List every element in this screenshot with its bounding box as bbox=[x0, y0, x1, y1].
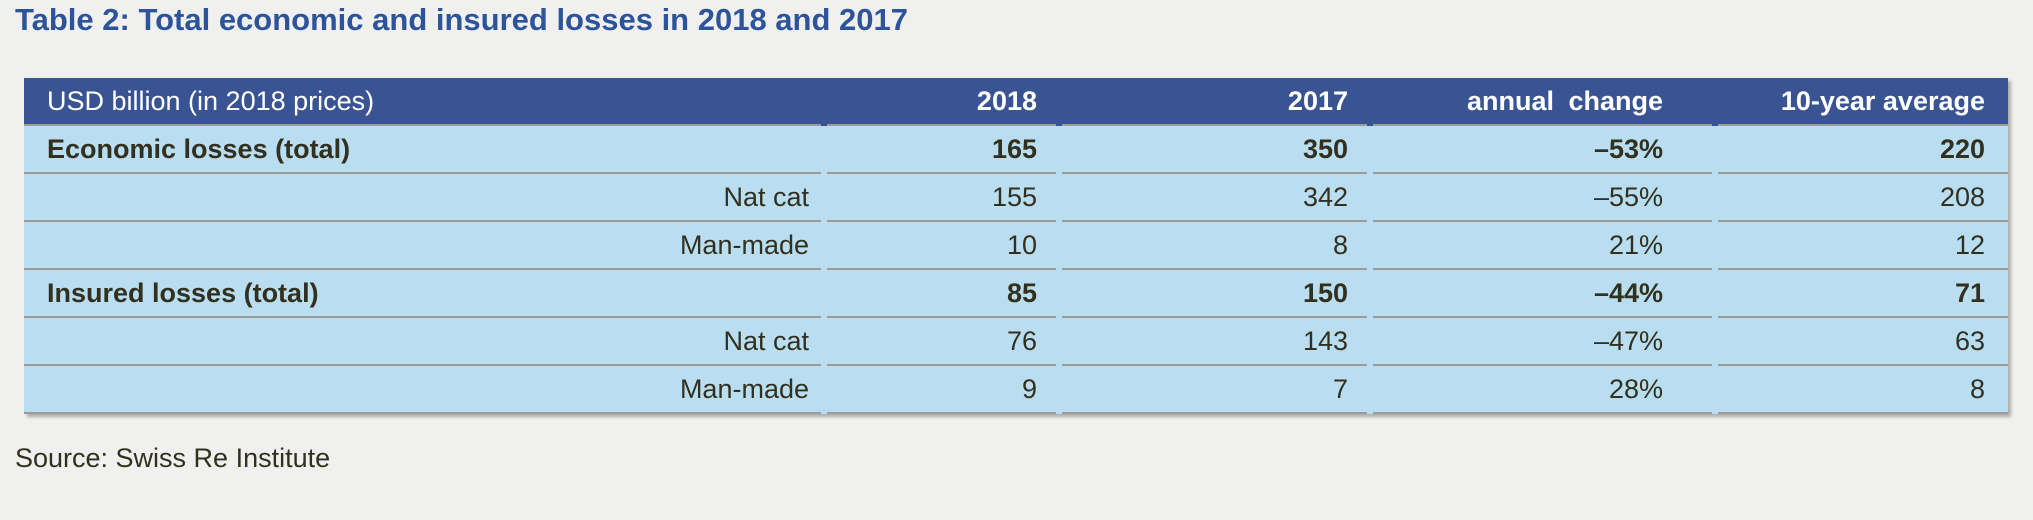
table-row-economic-nat-cat: Nat cat 155 342 –55% 208 bbox=[24, 174, 2008, 222]
table-row-insured-total: Insured losses (total) 85 150 –44% 71 bbox=[24, 270, 2008, 318]
row-label: Man-made bbox=[24, 222, 821, 270]
table-row-economic-man-made: Man-made 10 8 21% 12 bbox=[24, 222, 2008, 270]
value-10-year-average: 71 bbox=[1718, 270, 2008, 318]
value-annual-change: 28% bbox=[1373, 366, 1712, 414]
value-2017: 150 bbox=[1062, 270, 1367, 318]
value-2017: 143 bbox=[1062, 318, 1367, 366]
header-col-annual-change: annual change bbox=[1373, 78, 1712, 126]
value-2018: 9 bbox=[827, 366, 1056, 414]
value-10-year-average: 12 bbox=[1718, 222, 2008, 270]
value-annual-change: –47% bbox=[1373, 318, 1712, 366]
value-10-year-average: 208 bbox=[1718, 174, 2008, 222]
value-annual-change: –44% bbox=[1373, 270, 1712, 318]
table-title: Table 2: Total economic and insured loss… bbox=[15, 2, 908, 37]
losses-table: USD billion (in 2018 prices) 2018 2017 a… bbox=[24, 78, 2008, 414]
source-note: Source: Swiss Re Institute bbox=[15, 443, 331, 473]
table-header-row: USD billion (in 2018 prices) 2018 2017 a… bbox=[24, 78, 2008, 126]
table-row-insured-man-made: Man-made 9 7 28% 8 bbox=[24, 366, 2008, 414]
header-col-10-year-average: 10-year average bbox=[1718, 78, 2008, 126]
value-annual-change: –53% bbox=[1373, 126, 1712, 174]
value-2018: 155 bbox=[827, 174, 1056, 222]
table-row-insured-nat-cat: Nat cat 76 143 –47% 63 bbox=[24, 318, 2008, 366]
value-annual-change: –55% bbox=[1373, 174, 1712, 222]
value-2018: 76 bbox=[827, 318, 1056, 366]
value-annual-change: 21% bbox=[1373, 222, 1712, 270]
header-unit-label: USD billion (in 2018 prices) bbox=[24, 78, 821, 126]
row-label: Man-made bbox=[24, 366, 821, 414]
value-2017: 7 bbox=[1062, 366, 1367, 414]
table-row-economic-total: Economic losses (total) 165 350 –53% 220 bbox=[24, 126, 2008, 174]
value-10-year-average: 220 bbox=[1718, 126, 2008, 174]
row-label: Insured losses (total) bbox=[24, 270, 821, 318]
value-10-year-average: 63 bbox=[1718, 318, 2008, 366]
value-2017: 350 bbox=[1062, 126, 1367, 174]
value-2018: 85 bbox=[827, 270, 1056, 318]
value-2018: 10 bbox=[827, 222, 1056, 270]
value-2018: 165 bbox=[827, 126, 1056, 174]
header-col-2018: 2018 bbox=[827, 78, 1056, 126]
value-10-year-average: 8 bbox=[1718, 366, 2008, 414]
row-label: Nat cat bbox=[24, 174, 821, 222]
row-label: Economic losses (total) bbox=[24, 126, 821, 174]
header-col-2017: 2017 bbox=[1062, 78, 1367, 126]
value-2017: 8 bbox=[1062, 222, 1367, 270]
value-2017: 342 bbox=[1062, 174, 1367, 222]
row-label: Nat cat bbox=[24, 318, 821, 366]
